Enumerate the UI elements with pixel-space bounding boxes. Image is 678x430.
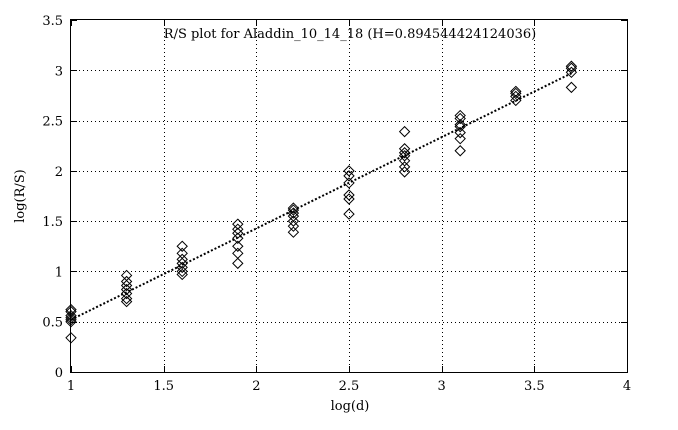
data-point-diamond (510, 87, 522, 100)
x-tick-label: 4 (623, 379, 631, 394)
data-point-diamond (176, 253, 188, 266)
y-tick-label: 1 (55, 265, 63, 280)
data-point-diamond (120, 269, 133, 282)
data-point-diamond (120, 292, 133, 305)
y-tick-label: 3 (55, 64, 63, 79)
data-point-diamond (343, 165, 355, 177)
x-tick-label: 3 (438, 379, 446, 394)
data-point-diamond (510, 85, 522, 98)
data-point-diamond (343, 193, 355, 205)
data-point-diamond (398, 161, 411, 173)
data-point-diamond (454, 109, 466, 122)
data-point-diamond (343, 170, 355, 182)
fit-line-layer (70, 72, 572, 321)
data-point-diamond (343, 208, 355, 220)
data-point-diamond (287, 202, 300, 214)
x-tick-label: 1 (67, 379, 75, 394)
data-point-diamond (565, 62, 578, 74)
data-point-diamond (287, 215, 300, 227)
x-axis-label: log(d) (331, 399, 370, 414)
data-point-diamond (398, 155, 411, 167)
data-point-diamond (454, 132, 466, 145)
y-tick-label: 1.5 (42, 215, 63, 230)
data-points (65, 60, 578, 344)
x-tick-label: 2 (252, 379, 260, 394)
grid-lines (71, 20, 627, 372)
data-point-diamond (454, 118, 466, 131)
data-point-diamond (565, 60, 578, 72)
y-tick-label: 0 (55, 366, 63, 381)
plot-frame (70, 19, 628, 373)
y-tick-label: 0.5 (42, 316, 63, 331)
data-point-diamond (454, 120, 466, 133)
data-point-diamond (398, 166, 411, 178)
data-point-diamond (565, 81, 578, 94)
data-point-diamond (232, 240, 244, 252)
y-tick-label: 2 (55, 165, 63, 180)
data-point-diamond (120, 275, 133, 288)
data-point-diamond (232, 247, 244, 260)
x-tick-label: 2.5 (339, 379, 360, 394)
data-point-diamond (398, 125, 411, 138)
chart-title: R/S plot for Aladdin_10_14_18 (H=0.89454… (164, 27, 536, 42)
data-point-diamond (232, 223, 244, 235)
y-axis-label: log(R/S) (13, 169, 28, 223)
data-point-diamond (232, 257, 244, 270)
data-point-diamond (398, 143, 411, 155)
data-point-diamond (176, 268, 188, 281)
x-tick-label: 1.5 (153, 379, 174, 394)
data-point-diamond (176, 240, 188, 252)
data-point-diamond (232, 232, 244, 244)
data-point-diamond (454, 145, 466, 157)
data-point-diamond (454, 126, 466, 139)
y-tick-label: 3.5 (42, 14, 63, 29)
data-point-diamond (343, 177, 355, 189)
regression-fit-line (70, 72, 572, 321)
x-tick-label: 3.5 (524, 379, 545, 394)
data-point-diamond (343, 189, 355, 201)
data-point-diamond (287, 226, 300, 238)
axis-ticks: 1 1.5 2 2.5 3 3.5 4 0 0.5 1 1.5 2 2.5 3 3.5 (42, 14, 631, 394)
data-point-diamond (287, 220, 300, 232)
y-tick-label: 2.5 (42, 115, 63, 130)
data-point-diamond (287, 204, 300, 216)
data-point-diamond (176, 247, 188, 260)
data-point-diamond (232, 218, 244, 230)
